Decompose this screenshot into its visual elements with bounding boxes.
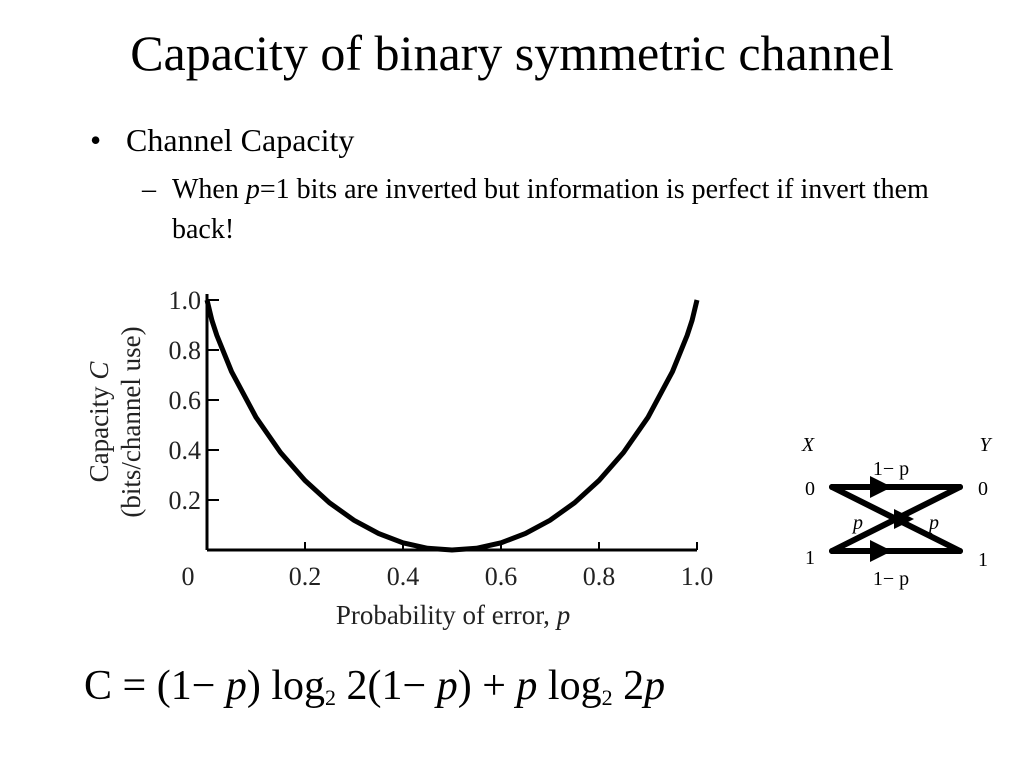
sub-bullet-prefix: When: [172, 173, 246, 205]
y-axis-label-line2: (bits/channel use): [116, 326, 146, 517]
y-tick-label: 0.4: [169, 436, 202, 465]
y-tick-label: 0.8: [169, 336, 202, 365]
bullet-text: Channel Capacity: [126, 122, 355, 158]
arrow-0-to-0: [870, 476, 892, 498]
output-1-label: 1: [978, 549, 988, 571]
formula-part1: = (1−: [112, 663, 226, 709]
x-tick-label: 0.8: [583, 562, 616, 591]
formula-sub2: 2: [601, 685, 613, 710]
sub-bullet-inversion: – When p=1 bits are inverted but informa…: [90, 170, 970, 251]
formula-part4: ) +: [457, 663, 517, 709]
bullet-list: • Channel Capacity – When p=1 bits are i…: [90, 120, 970, 251]
bullet-dash: –: [142, 173, 156, 205]
arrow-1-to-1: [870, 540, 892, 562]
x-tick-label: 1.0: [681, 562, 714, 591]
x-axis-label-text: Probability of error,: [336, 600, 557, 630]
y-tick-group: 0.2 0.4 0.6 0.8 1.0: [169, 286, 219, 515]
input-label: X: [801, 434, 815, 456]
bullet-dot: •: [90, 122, 102, 158]
binary-symmetric-channel-diagram: X Y 0 1 0 1 1− p 1− p p p: [801, 434, 993, 590]
prob-label-top: 1− p: [873, 458, 909, 480]
output-0-label: 0: [978, 478, 988, 500]
capacity-formula: C = (1− p) log2 2(1− p) + p log2 2p: [84, 662, 665, 711]
formula-c: C: [84, 663, 113, 709]
capacity-chart: 0 0.2 0.4 0.6 0.8 1.0 0.2 0.4 0.6 0.8 1.0 Probabi…: [84, 286, 714, 630]
prob-label-bottom: 1− p: [873, 568, 909, 590]
input-1-label: 1: [805, 547, 815, 569]
formula-part6: 2: [612, 663, 645, 709]
x-axis-label: Probability of error, p: [336, 600, 570, 630]
formula-sub1: 2: [325, 685, 337, 710]
x-tick-label: 0.6: [485, 562, 518, 591]
x-tick-label: 0.4: [387, 562, 420, 591]
formula-part5: log: [537, 663, 602, 709]
y-tick-label: 0.2: [169, 486, 202, 515]
y-tick-label: 1.0: [169, 286, 202, 315]
arrow-crossover: [894, 509, 914, 529]
y-axis-label: Capacity C (bits/channel use): [84, 326, 146, 517]
formula-p4: p: [644, 663, 666, 709]
y-axis-label-var: C: [84, 361, 114, 380]
formula-part2: ) log: [246, 663, 326, 709]
sub-bullet-variable: p: [245, 173, 260, 205]
formula-p2: p: [436, 663, 458, 709]
sub-bullet-text: =1 bits are inverted but information is …: [172, 173, 929, 246]
input-0-label: 0: [805, 478, 815, 500]
y-axis-label-line1: Capacity C: [84, 361, 114, 483]
formula-p3: p: [516, 663, 538, 709]
output-label: Y: [979, 434, 992, 456]
x-axis-label-var: p: [555, 600, 571, 630]
y-axis-label-text: Capacity: [84, 380, 114, 483]
formula-part3: 2(1−: [336, 663, 437, 709]
slide-title: Capacity of binary symmetric channel: [130, 25, 894, 81]
prob-label-cross-right: p: [927, 512, 939, 534]
x-tick-label: 0.2: [289, 562, 322, 591]
prob-label-cross-left: p: [851, 512, 863, 534]
x-tick-label: 0: [182, 562, 195, 591]
bullet-channel-capacity: • Channel Capacity: [90, 120, 970, 162]
formula-p1: p: [225, 663, 247, 709]
capacity-curve: [204, 299, 700, 553]
y-tick-label: 0.6: [169, 386, 202, 415]
